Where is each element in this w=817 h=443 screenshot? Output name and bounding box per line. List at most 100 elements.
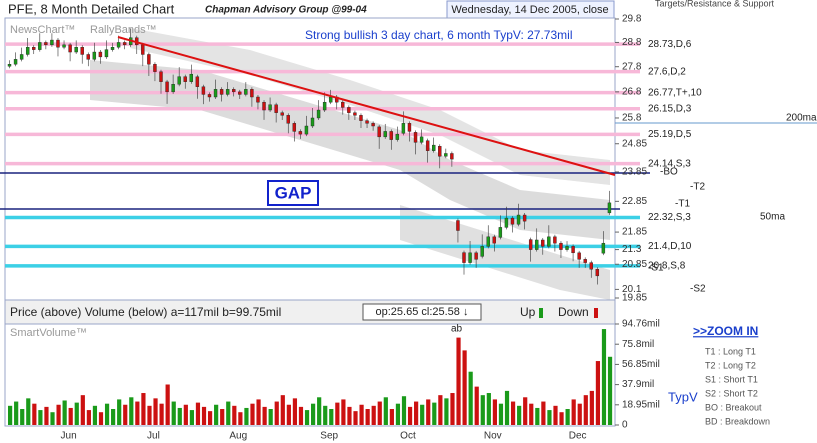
volume-bar <box>214 404 219 425</box>
v-tick-label: 18.95mil <box>622 399 660 410</box>
candle <box>56 39 60 48</box>
info-bar <box>4 299 616 325</box>
y-tick-label: 24.85 <box>622 138 647 149</box>
volume-bar <box>20 409 25 425</box>
volume-bar <box>62 400 67 425</box>
candle <box>462 252 466 263</box>
volume-bar <box>80 395 85 425</box>
candle <box>316 109 321 119</box>
legend-line: S2 : Short T2 <box>705 388 758 398</box>
candle <box>407 123 412 132</box>
candle <box>50 39 54 46</box>
volume-bar <box>486 393 491 425</box>
marker-label: 50ma <box>760 212 785 223</box>
volume-bar <box>311 403 316 425</box>
volume-bar <box>517 405 522 425</box>
legend-line: T1 : Long T1 <box>705 346 756 356</box>
volume-bar <box>98 412 104 425</box>
gap-label: GAP <box>275 183 312 202</box>
candle <box>280 112 284 116</box>
volume-bar <box>335 402 340 425</box>
candle <box>589 262 593 270</box>
candle <box>432 144 436 151</box>
candle <box>510 217 515 225</box>
level-label: 22.32,S,3 <box>648 212 691 223</box>
x-tick-label: Sep <box>320 431 338 442</box>
candle <box>19 54 24 60</box>
candle <box>92 51 97 60</box>
candle <box>492 236 496 244</box>
volume-bar <box>420 404 425 425</box>
x-tick-label: Jul <box>147 431 160 442</box>
zoom-link[interactable]: >>ZOOM IN <box>693 324 758 338</box>
candle <box>535 239 539 250</box>
y-tick-label: 27.8 <box>622 61 642 72</box>
volume-bar <box>135 401 140 425</box>
y-tick-label: 28.8 <box>622 37 642 48</box>
volume-bar <box>547 410 552 425</box>
level-label: 21.4,D,10 <box>648 241 692 252</box>
candle <box>274 104 278 113</box>
candle <box>601 242 606 254</box>
volume-bar <box>395 403 401 425</box>
candle <box>141 44 145 55</box>
volume-bar <box>26 398 31 425</box>
candle <box>419 136 424 143</box>
rally-band <box>400 205 610 300</box>
volume-bar <box>74 402 79 425</box>
y-tick-label: 25.8 <box>622 113 642 124</box>
volume-bar <box>256 399 261 425</box>
volume-bar <box>250 403 255 425</box>
candle <box>104 49 109 58</box>
volume-bar <box>189 410 194 425</box>
candle <box>122 42 127 46</box>
candle <box>98 51 103 58</box>
candle <box>238 91 242 95</box>
volume-bar <box>14 401 19 425</box>
x-tick-label: Jun <box>61 431 77 442</box>
candle <box>486 236 490 247</box>
volume-bar <box>92 405 98 425</box>
candle <box>74 47 78 53</box>
x-tick-label: Dec <box>569 431 587 442</box>
volume-bar <box>353 411 358 425</box>
volume-bar <box>183 404 188 425</box>
volume-bar <box>207 411 213 425</box>
rallybands-label: RallyBands™ <box>90 24 157 36</box>
v-tick-label: 56.85mil <box>622 359 660 370</box>
volume-bar <box>359 404 364 425</box>
candle <box>68 44 72 53</box>
y-tick-label: 20.1 <box>622 284 642 295</box>
candle <box>347 107 351 113</box>
candle <box>153 64 157 72</box>
volume-bar <box>553 405 558 425</box>
v-tick-label: 0 <box>622 420 628 431</box>
candle <box>25 47 30 55</box>
volume-bar <box>244 407 249 425</box>
volume-bar <box>607 356 613 425</box>
volume-bar <box>589 390 594 425</box>
volume-bar <box>407 406 413 425</box>
volume-bar <box>195 402 201 425</box>
volume-bar <box>274 401 279 425</box>
legend-line: BO : Breakout <box>705 402 762 412</box>
volume-layer <box>8 329 613 425</box>
volume-bar <box>317 397 322 425</box>
volume-bar <box>438 395 443 425</box>
volume-bar <box>504 390 510 425</box>
y-tick-label: 23.85 <box>622 167 647 178</box>
publisher: Chapman Advisory Group @99-04 <box>205 5 367 16</box>
candle <box>456 220 460 231</box>
y-tick-label: 19.85 <box>622 293 647 304</box>
volume-bar <box>468 371 473 425</box>
candle <box>147 54 151 65</box>
volume-bar <box>432 402 437 425</box>
volume-bar <box>153 398 158 425</box>
candle <box>195 76 200 87</box>
volume-bar <box>201 406 207 425</box>
candle <box>310 117 315 127</box>
volume-bar <box>510 401 516 425</box>
volume-bar <box>480 395 485 425</box>
candle <box>383 131 387 138</box>
level-label: 26.77,T+,10 <box>648 87 702 98</box>
